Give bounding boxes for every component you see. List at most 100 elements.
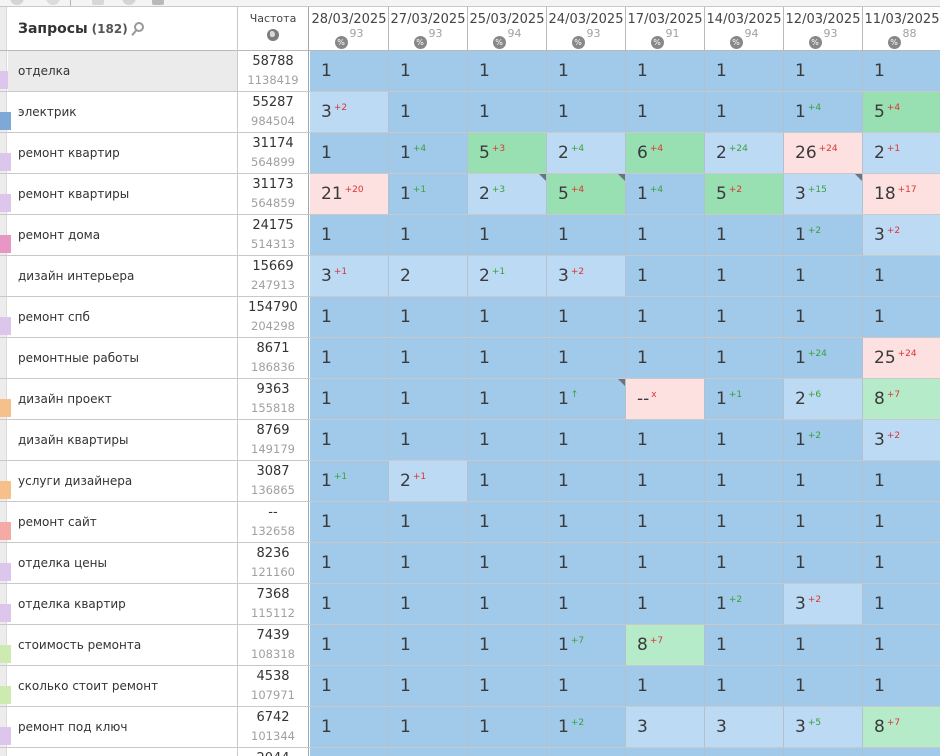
date-header[interactable]: 14/03/2025 %94: [705, 7, 784, 51]
position-cell[interactable]: 1: [547, 215, 626, 255]
position-cell[interactable]: 1: [705, 625, 784, 665]
position-cell[interactable]: 5 +4: [547, 174, 626, 214]
position-cell[interactable]: 1: [863, 461, 940, 501]
table-row[interactable]: ремонт спб 154790 204298 1 1 1 1 1 1 1 1: [0, 297, 940, 338]
position-cell[interactable]: 3 +1: [310, 256, 389, 296]
keyword-cell[interactable]: сколько стоит ремонт: [8, 666, 238, 706]
position-cell[interactable]: 8 +7: [863, 379, 940, 419]
position-cell[interactable]: 1 +1: [705, 379, 784, 419]
date-header[interactable]: 17/03/2025 %91: [626, 7, 705, 51]
position-cell[interactable]: 2 +4: [547, 133, 626, 173]
position-cell[interactable]: 25 +24: [863, 338, 940, 378]
table-row[interactable]: электрик 55287 984504 3 +2 1 1 1 1 1 1 +4 5 +4: [0, 92, 940, 133]
position-cell[interactable]: 1: [705, 215, 784, 255]
position-cell[interactable]: 6 +4: [626, 133, 705, 173]
position-cell[interactable]: [863, 748, 940, 756]
table-row[interactable]: услуги дизайнера 3087 136865 1 +1 2 +1 1 1 1 1 1 1: [0, 461, 940, 502]
position-cell[interactable]: 1: [547, 51, 626, 91]
table-row[interactable]: отделка квартир 7368 115112 1 1 1 1 1 1 +2 3 +2 1: [0, 584, 940, 625]
position-cell[interactable]: 1: [389, 92, 468, 132]
table-row[interactable]: дизайн интерьера 15669 247913 3 +1 2 2 +1 3 +2 1 1 1…: [0, 256, 940, 297]
position-cell[interactable]: 1: [389, 543, 468, 583]
position-cell[interactable]: 1: [784, 543, 863, 583]
pin-icon[interactable]: [46, 0, 60, 5]
position-cell[interactable]: 1: [784, 461, 863, 501]
date-header[interactable]: 28/03/2025 %93: [310, 7, 389, 51]
position-cell[interactable]: 1: [547, 502, 626, 542]
table-row[interactable]: ремонт дома 24175 514313 1 1 1 1 1 1 1 +2 3 +2: [0, 215, 940, 256]
keyword-cell[interactable]: стоимость ремонта: [8, 625, 238, 665]
position-cell[interactable]: [468, 748, 547, 756]
position-cell[interactable]: 1: [468, 461, 547, 501]
keyword-cell[interactable]: дизайн проект: [8, 379, 238, 419]
position-cell[interactable]: 1: [863, 666, 940, 706]
position-cell[interactable]: 2 +24: [705, 133, 784, 173]
keyword-cell[interactable]: дизайн интерьера: [8, 256, 238, 296]
position-cell[interactable]: 1: [468, 502, 547, 542]
position-cell[interactable]: 1: [310, 502, 389, 542]
keyword-cell[interactable]: ремонт квартир: [8, 133, 238, 173]
keyword-cell[interactable]: ремонт дома: [8, 215, 238, 255]
position-cell[interactable]: 3 +2: [863, 420, 940, 460]
position-cell[interactable]: 3 +2: [547, 256, 626, 296]
position-cell[interactable]: 1: [626, 543, 705, 583]
position-cell[interactable]: 1: [784, 256, 863, 296]
position-cell[interactable]: 1: [310, 338, 389, 378]
table-row[interactable]: ремонт квартир 31174 564899 1 1 +4 5 +3 2 +4 6 +4 2 +…: [0, 133, 940, 174]
table-row[interactable]: дизайн квартиры 8769 149179 1 1 1 1 1 1 1 +2 3 +2: [0, 420, 940, 461]
table-row[interactable]: отделка цены 8236 121160 1 1 1 1 1 1 1 1: [0, 543, 940, 584]
position-cell[interactable]: 1: [310, 215, 389, 255]
position-cell[interactable]: 1: [389, 666, 468, 706]
position-cell[interactable]: 3 +5: [784, 707, 863, 747]
position-cell[interactable]: 1: [705, 297, 784, 337]
settings-icon[interactable]: [122, 0, 136, 5]
position-cell[interactable]: [389, 748, 468, 756]
date-header[interactable]: 27/03/2025 %93: [389, 7, 468, 51]
position-cell[interactable]: 21 +20: [310, 174, 389, 214]
position-cell[interactable]: 1 +1: [310, 461, 389, 501]
keyword-cell[interactable]: ремонт под ключ: [8, 707, 238, 747]
position-cell[interactable]: 1: [547, 297, 626, 337]
position-cell[interactable]: 1: [468, 625, 547, 665]
position-cell[interactable]: 26 +24: [784, 133, 863, 173]
position-cell[interactable]: [626, 748, 705, 756]
position-cell[interactable]: 1: [626, 666, 705, 706]
position-cell[interactable]: 1: [310, 543, 389, 583]
position-cell[interactable]: 1 +2: [784, 215, 863, 255]
position-cell[interactable]: 1 +24: [784, 338, 863, 378]
position-cell[interactable]: 5 +2: [705, 174, 784, 214]
position-cell[interactable]: 1 ↑: [547, 379, 626, 419]
table-row[interactable]: дизайн проект 9363 155818 1 1 1 1 ↑ -- x 1 +1 2 +6 8 +7: [0, 379, 940, 420]
position-cell[interactable]: 1: [389, 584, 468, 624]
position-cell[interactable]: [547, 748, 626, 756]
position-cell[interactable]: 1: [547, 461, 626, 501]
position-cell[interactable]: 1: [468, 420, 547, 460]
position-cell[interactable]: 5 +3: [468, 133, 547, 173]
position-cell[interactable]: 8 +7: [626, 625, 705, 665]
position-cell[interactable]: 18 +17: [863, 174, 940, 214]
position-cell[interactable]: 1: [468, 707, 547, 747]
position-cell[interactable]: 1: [310, 625, 389, 665]
table-row[interactable]: 2044: [0, 748, 940, 756]
position-cell[interactable]: 1: [468, 584, 547, 624]
position-cell[interactable]: 1: [547, 666, 626, 706]
position-cell[interactable]: 8 +7: [863, 707, 940, 747]
position-cell[interactable]: 1: [626, 584, 705, 624]
table-row[interactable]: сколько стоит ремонт 4538 107971 1 1 1 1 1 1 1 1: [0, 666, 940, 707]
position-cell[interactable]: 1: [705, 92, 784, 132]
position-cell[interactable]: 1: [784, 625, 863, 665]
position-cell[interactable]: 1: [389, 379, 468, 419]
keyword-cell[interactable]: ремонт сайт: [8, 502, 238, 542]
position-cell[interactable]: 1: [468, 297, 547, 337]
position-cell[interactable]: 1: [389, 707, 468, 747]
position-cell[interactable]: [310, 748, 389, 756]
position-cell[interactable]: 1: [310, 666, 389, 706]
position-cell[interactable]: 1: [705, 51, 784, 91]
position-cell[interactable]: 1: [705, 502, 784, 542]
table-row[interactable]: отделка 58788 1138419 1 1 1 1 1 1 1 1: [0, 51, 940, 92]
position-cell[interactable]: 2 +6: [784, 379, 863, 419]
position-cell[interactable]: 1: [626, 51, 705, 91]
eye-icon[interactable]: [10, 0, 24, 5]
position-cell[interactable]: 1: [705, 338, 784, 378]
position-cell[interactable]: 1: [468, 215, 547, 255]
